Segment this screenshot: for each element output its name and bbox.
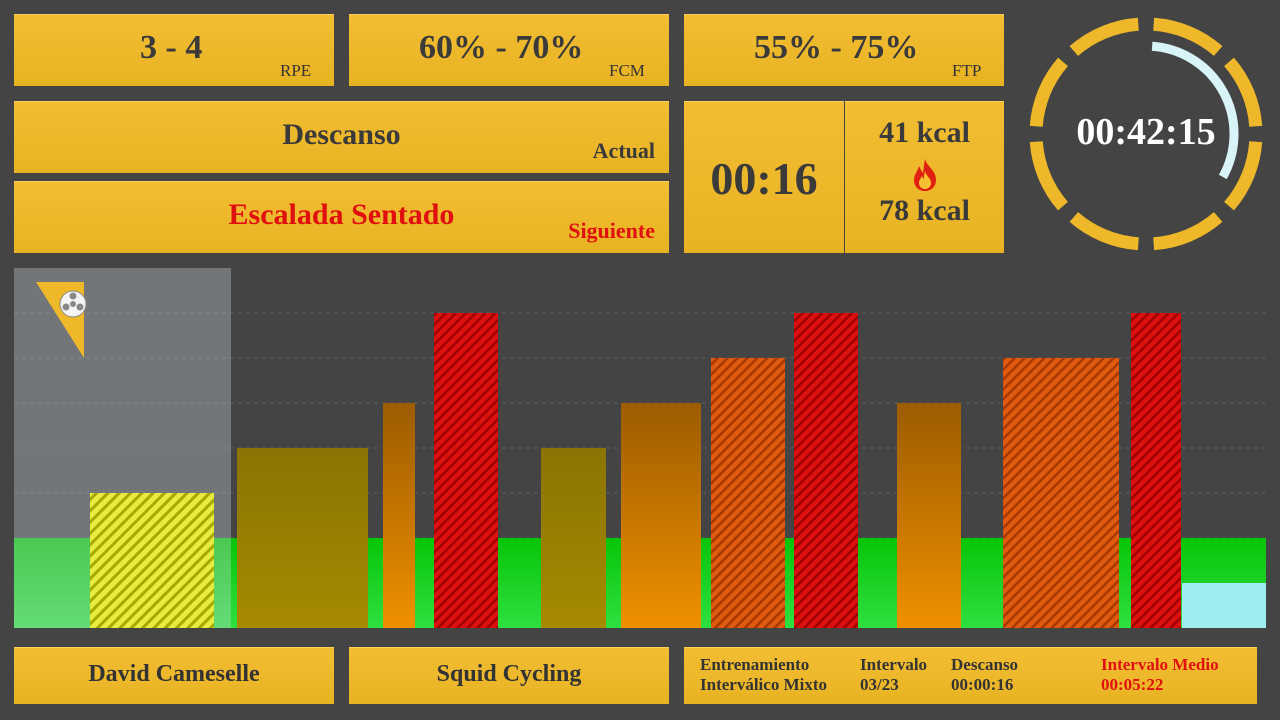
next-interval-panel: Escalada Sentado Siguiente: [14, 181, 669, 253]
next-interval-name: Escalada Sentado: [228, 198, 455, 231]
interval-count-label: Intervalo: [860, 655, 928, 674]
rpe-unit: RPE: [280, 61, 312, 80]
cadence-icon: [36, 282, 87, 358]
chart-bar: [1182, 583, 1266, 628]
ftp-unit: FTP: [952, 61, 982, 80]
total-timer-value: 00:42:15: [1076, 111, 1216, 153]
chart-bar: [1003, 358, 1119, 628]
ftp-panel: 55% - 75% FTP: [684, 14, 1004, 86]
chart-bar: [237, 448, 368, 628]
workout-name-line1: Entrenamiento: [700, 655, 810, 674]
mid-interval-label: Intervalo Medio: [1101, 655, 1219, 674]
calories-panel: 41 kcal 78 kcal: [845, 101, 1004, 253]
interval-count: Intervalo 03/23: [860, 655, 927, 695]
next-interval-tag: Siguiente: [568, 218, 655, 243]
current-interval-panel: Descanso Actual: [14, 101, 669, 173]
mid-interval: Intervalo Medio 00:05:22: [1101, 655, 1219, 695]
user-name: David Cameselle: [88, 661, 260, 687]
fcm-value: 60% - 70%: [419, 29, 584, 66]
chart-bar: [897, 403, 961, 628]
mid-interval-value: 00:05:22: [1101, 675, 1164, 694]
current-interval-name: Descanso: [282, 118, 401, 151]
fire-icon: [908, 157, 942, 193]
ring-segment: [1224, 141, 1263, 211]
ring-segment: [1069, 212, 1139, 251]
interval-timer-panel: 00:16: [684, 101, 844, 253]
club-name: Squid Cycling: [436, 661, 582, 687]
chart-bar: [711, 358, 785, 628]
workout-profile-chart: [14, 268, 1266, 628]
rpe-value: 3 - 4: [140, 29, 203, 66]
chart-bar: [541, 448, 606, 628]
ring-segment: [1153, 17, 1223, 56]
rest-time: Descanso 00:00:16: [951, 655, 1018, 695]
chart-bar: [90, 493, 214, 628]
ring-segment: [1224, 57, 1263, 127]
user-panel: David Cameselle: [14, 647, 334, 704]
chart-bar: [434, 313, 498, 628]
chart-bar: [621, 403, 701, 628]
chart-bar: [383, 403, 415, 628]
rpe-panel: 3 - 4 RPE: [14, 14, 334, 86]
calories-total: 78 kcal: [879, 194, 970, 227]
ring-segment: [1069, 17, 1139, 56]
calories-current: 41 kcal: [879, 116, 970, 149]
chart-bar: [794, 313, 858, 628]
fcm-unit: FCM: [609, 61, 645, 80]
interval-count-value: 03/23: [860, 675, 899, 694]
ftp-value: 55% - 75%: [754, 29, 919, 66]
ring-segment: [1029, 57, 1068, 127]
rest-time-label: Descanso: [951, 655, 1019, 674]
current-interval-tag: Actual: [592, 138, 655, 163]
total-timer-ring: 00:42:15: [1022, 10, 1270, 258]
ring-segment: [1029, 141, 1068, 211]
fcm-panel: 60% - 70% FCM: [349, 14, 669, 86]
chart-bar: [1131, 313, 1181, 628]
rest-time-value: 00:00:16: [951, 675, 1014, 694]
workout-name-line2: Interválico Mixto: [700, 675, 827, 694]
club-panel: Squid Cycling: [349, 647, 669, 704]
workout-name: Entrenamiento Interválico Mixto: [700, 655, 827, 695]
ring-segment: [1153, 212, 1223, 251]
workout-info-panel: Entrenamiento Interválico Mixto Interval…: [684, 647, 1257, 704]
ring-progress-arc: [1151, 41, 1239, 180]
interval-timer: 00:16: [710, 153, 818, 204]
